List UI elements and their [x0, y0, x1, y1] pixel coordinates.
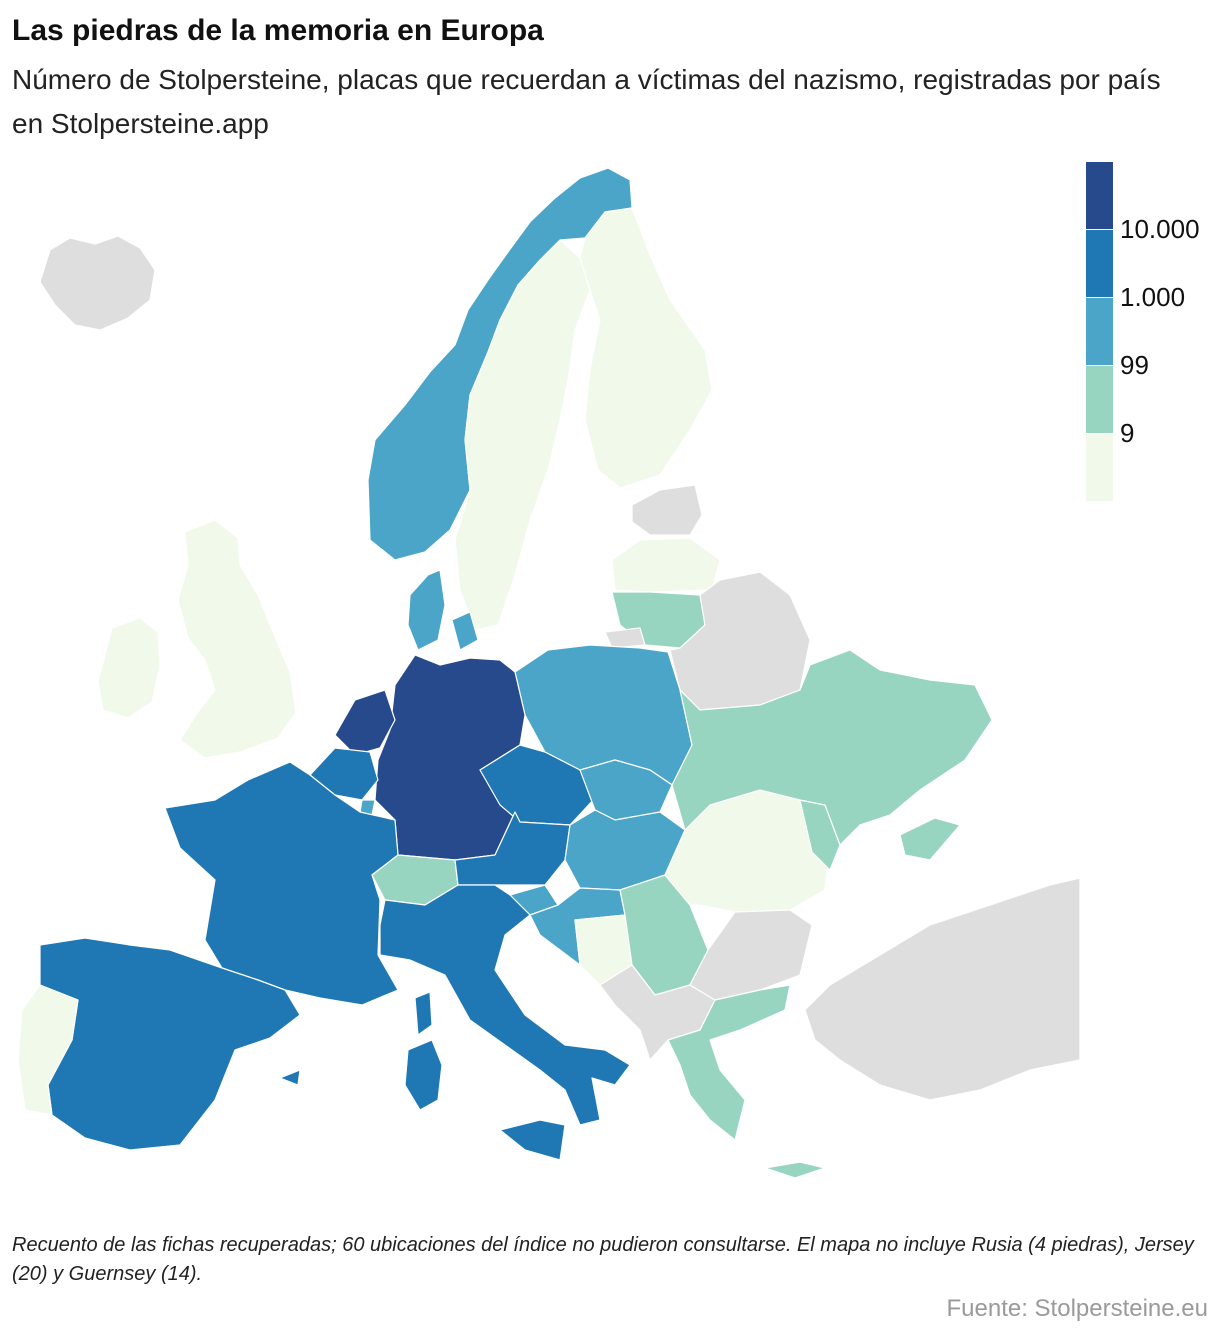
region-denmark [407, 569, 479, 651]
legend-break-1: 10.000 [1120, 214, 1200, 244]
region-iceland [39, 235, 156, 331]
region-turkey [804, 877, 1080, 1101]
legend-break-4: 9 [1120, 418, 1135, 448]
region-ukraine [671, 649, 993, 861]
source-credit: Fuente: Stolpersteine.eu [946, 1295, 1208, 1322]
region-estonia [631, 484, 703, 536]
region-ireland [97, 617, 161, 719]
region-united-kingdom [177, 519, 297, 759]
legend: 10.000 1.000 99 9 [1086, 162, 1216, 502]
legend-break-2: 1.000 [1120, 282, 1186, 312]
region-bulgaria [689, 909, 813, 1001]
footnote: Recuento de las fichas recuperadas; 60 u… [12, 1234, 1194, 1285]
europe-choropleth-map [17, 167, 1080, 1179]
legend-swatch-2 [1086, 230, 1113, 297]
chart-subtitle: Número de Stolpersteine, placas que recu… [12, 64, 1161, 139]
chart-title: Las piedras de la memoria en Europa [12, 14, 544, 47]
region-sweden [454, 239, 591, 631]
legend-swatch-4 [1086, 366, 1113, 433]
region-greece [667, 984, 826, 1179]
region-finland [579, 207, 713, 489]
region-italy [379, 884, 631, 1126]
region-portugal [17, 984, 79, 1116]
region-france [164, 761, 399, 1006]
region-sicily [499, 1119, 566, 1161]
region-kaliningrad [604, 627, 646, 649]
region-belarus [669, 571, 811, 711]
legend-swatch-3 [1086, 298, 1113, 365]
region-corsica [414, 991, 433, 1036]
legend-break-3: 99 [1120, 350, 1149, 380]
legend-swatch-5 [1086, 434, 1113, 501]
legend-swatch-1 [1086, 162, 1113, 229]
region-latvia [611, 537, 721, 593]
region-sardinia [404, 1039, 443, 1111]
